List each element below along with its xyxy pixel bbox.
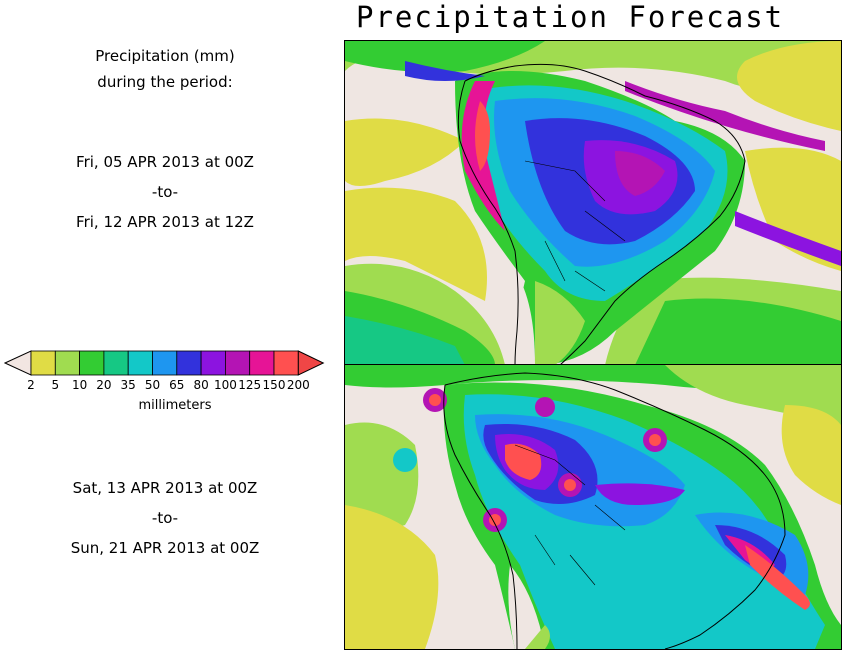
period1-separator: -to- bbox=[151, 183, 179, 201]
colorbar-swatch bbox=[200, 350, 226, 376]
colorbar-tick-label: 20 bbox=[96, 378, 112, 392]
colorbar-tick-label: 65 bbox=[169, 378, 185, 392]
colorbar-tick-label: 80 bbox=[193, 378, 209, 392]
period2-end: Sun, 21 APR 2013 at 00Z bbox=[70, 539, 260, 557]
colorbar-swatch bbox=[79, 350, 105, 376]
legend-heading-line1: Precipitation (mm) bbox=[95, 47, 235, 65]
colorbar-swatch-above-max bbox=[297, 350, 325, 376]
period1-end: Fri, 12 APR 2013 at 12Z bbox=[76, 213, 254, 231]
colorbar-swatch-below-min bbox=[3, 350, 32, 376]
colorbar-swatch bbox=[273, 350, 299, 376]
colorbar-tick-label: 50 bbox=[144, 378, 161, 392]
forecast-map-period2 bbox=[344, 364, 842, 650]
colorbar-swatch bbox=[127, 350, 153, 376]
period2-separator: -to- bbox=[151, 509, 179, 527]
colorbar-tick-label: 5 bbox=[51, 378, 60, 392]
colorbar-swatch bbox=[176, 350, 202, 376]
colorbar-swatches bbox=[3, 350, 325, 376]
colorbar-tick-label: 2 bbox=[27, 378, 35, 392]
colorbar-swatch bbox=[103, 350, 129, 376]
colorbar-unit-label: millimeters bbox=[138, 398, 212, 413]
colorbar-swatch bbox=[224, 350, 251, 376]
colorbar-swatch bbox=[249, 350, 275, 376]
colorbar-tick-label: 200 bbox=[286, 378, 310, 392]
colorbar-tick-label: 10 bbox=[71, 378, 88, 392]
colorbar-swatch bbox=[54, 350, 80, 376]
colorbar-tick-label: 150 bbox=[262, 378, 286, 392]
forecast-map-period1 bbox=[344, 40, 842, 366]
precipitation-colorbar bbox=[3, 350, 344, 380]
colorbar-tick-label: 35 bbox=[120, 378, 136, 392]
legend-heading-line2: during the period: bbox=[97, 73, 233, 91]
colorbar-tick-label: 100 bbox=[213, 378, 237, 392]
colorbar-tick-label: 125 bbox=[238, 378, 262, 392]
period1-start: Fri, 05 APR 2013 at 00Z bbox=[76, 153, 254, 171]
period2-start: Sat, 13 APR 2013 at 00Z bbox=[72, 479, 258, 497]
colorbar-swatch bbox=[30, 350, 56, 376]
colorbar-swatch bbox=[152, 350, 178, 376]
page-title: Precipitation Forecast bbox=[356, 0, 785, 34]
